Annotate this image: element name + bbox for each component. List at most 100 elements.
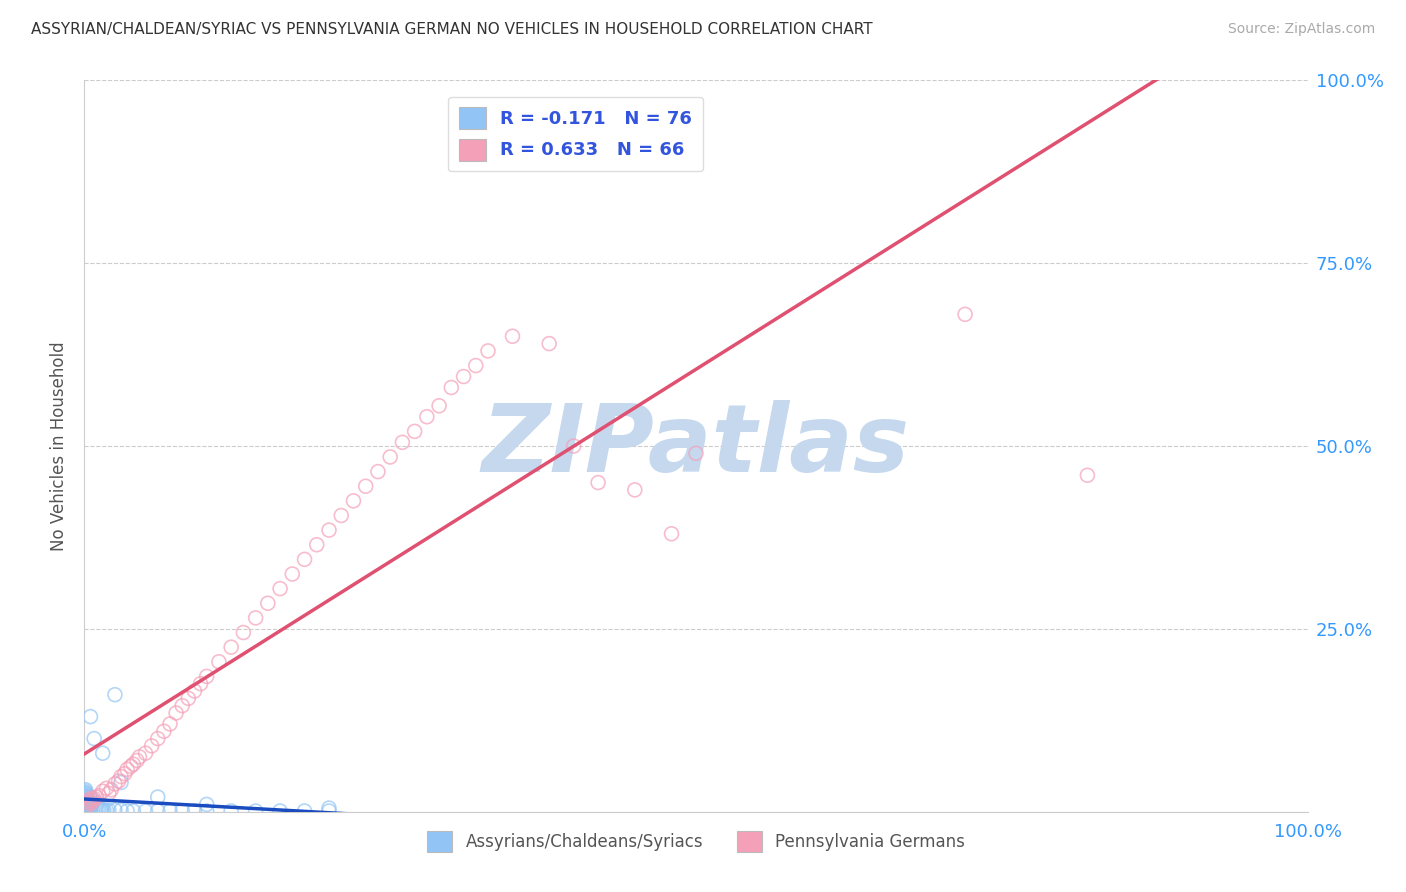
Point <box>172 698 194 713</box>
Point <box>75 794 97 808</box>
Point <box>89 802 111 816</box>
Point <box>195 669 218 683</box>
Point <box>75 796 97 810</box>
Point <box>79 791 101 805</box>
Point <box>75 786 97 800</box>
Point <box>77 796 100 810</box>
Point <box>245 611 267 625</box>
Point <box>661 526 683 541</box>
Point <box>77 803 100 817</box>
Point <box>77 794 100 808</box>
Point <box>75 803 97 817</box>
Point <box>75 793 97 807</box>
Point <box>76 798 98 813</box>
Point <box>80 796 103 810</box>
Point <box>104 803 127 817</box>
Point <box>75 790 97 805</box>
Point <box>624 483 647 497</box>
Point <box>427 399 450 413</box>
Point <box>269 804 291 818</box>
Point <box>96 781 118 796</box>
Point <box>159 717 181 731</box>
Point <box>104 777 127 791</box>
Point <box>257 596 280 610</box>
Point <box>84 797 107 812</box>
Y-axis label: No Vehicles in Household: No Vehicles in Household <box>51 341 69 551</box>
Point <box>79 790 101 805</box>
Point <box>219 804 242 818</box>
Point <box>128 749 150 764</box>
Point <box>342 494 364 508</box>
Point <box>77 794 100 808</box>
Point <box>318 801 340 815</box>
Point <box>122 804 145 818</box>
Point <box>76 796 98 810</box>
Point <box>294 804 316 818</box>
Point <box>75 789 97 803</box>
Point <box>281 567 304 582</box>
Point <box>245 804 267 818</box>
Point <box>120 759 142 773</box>
Point <box>110 775 132 789</box>
Point <box>146 804 169 818</box>
Point <box>183 684 205 698</box>
Point <box>159 804 181 818</box>
Point <box>1076 468 1098 483</box>
Point <box>75 791 97 805</box>
Point <box>90 803 112 817</box>
Point <box>87 801 110 815</box>
Point <box>177 691 200 706</box>
Point <box>440 380 463 394</box>
Point <box>77 797 100 812</box>
Point <box>75 802 97 816</box>
Point <box>294 552 316 566</box>
Point <box>685 446 707 460</box>
Point <box>75 798 97 813</box>
Point <box>91 746 114 760</box>
Point <box>100 782 122 797</box>
Point <box>75 787 97 801</box>
Point <box>82 794 104 808</box>
Point <box>75 787 97 801</box>
Point <box>380 450 402 464</box>
Point <box>208 655 231 669</box>
Point <box>75 791 97 805</box>
Point <box>82 796 104 810</box>
Point <box>75 784 97 798</box>
Point <box>110 770 132 784</box>
Point <box>115 804 138 818</box>
Point <box>141 739 163 753</box>
Point <box>477 343 499 358</box>
Point <box>122 757 145 772</box>
Point <box>76 803 98 817</box>
Point <box>75 801 97 815</box>
Point <box>86 798 108 813</box>
Point <box>146 731 169 746</box>
Point <box>502 329 524 343</box>
Point <box>79 709 101 723</box>
Point <box>83 791 105 805</box>
Text: ASSYRIAN/CHALDEAN/SYRIAC VS PENNSYLVANIA GERMAN NO VEHICLES IN HOUSEHOLD CORRELA: ASSYRIAN/CHALDEAN/SYRIAC VS PENNSYLVANIA… <box>31 22 873 37</box>
Point <box>146 790 169 805</box>
Point <box>114 766 136 780</box>
Point <box>75 797 97 812</box>
Point <box>153 724 176 739</box>
Point <box>75 801 97 815</box>
Point <box>76 801 98 815</box>
Point <box>115 762 138 776</box>
Text: Source: ZipAtlas.com: Source: ZipAtlas.com <box>1227 22 1375 37</box>
Point <box>75 798 97 813</box>
Point <box>586 475 609 490</box>
Point <box>464 359 486 373</box>
Point <box>93 803 115 817</box>
Point <box>75 782 97 797</box>
Point <box>97 787 120 801</box>
Point <box>269 582 291 596</box>
Point <box>86 790 108 805</box>
Point <box>367 465 389 479</box>
Point <box>538 336 561 351</box>
Point <box>75 799 97 814</box>
Point <box>87 789 110 803</box>
Point <box>453 369 475 384</box>
Legend: Assyrians/Chaldeans/Syriacs, Pennsylvania Germans: Assyrians/Chaldeans/Syriacs, Pennsylvani… <box>420 824 972 858</box>
